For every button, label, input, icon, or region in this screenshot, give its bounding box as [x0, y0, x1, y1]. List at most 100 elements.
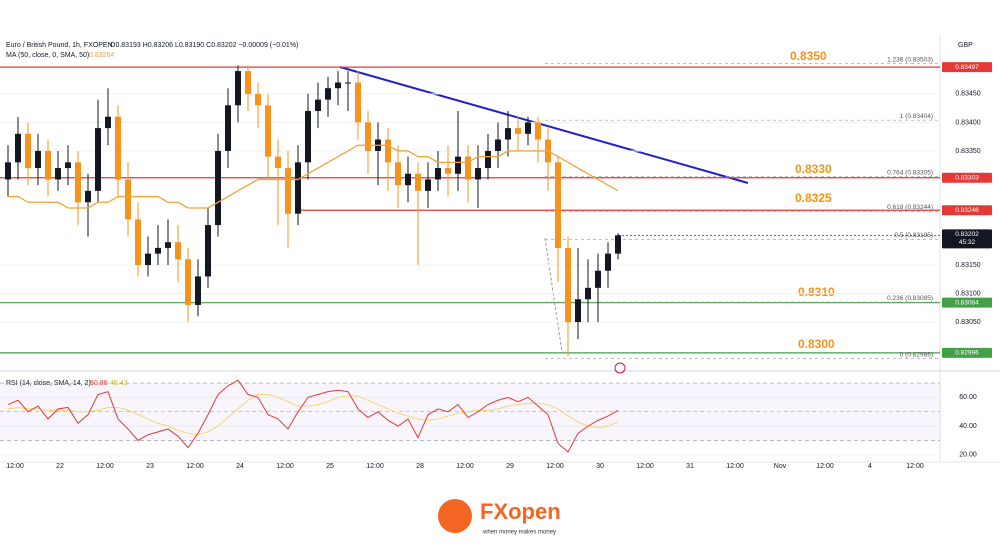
x-tick-label: Nov: [774, 463, 787, 470]
price-tag-label: 0.83303: [955, 174, 979, 181]
fib-anchor-line: [544, 237, 563, 353]
ma-label: MA (50, close, 0, SMA, 50): [6, 52, 89, 59]
price-tag-label: 0.83246: [955, 207, 979, 214]
logo: FXopen when money makes money: [438, 499, 561, 536]
x-tick-label: 31: [686, 463, 694, 470]
candle-body: [205, 225, 211, 277]
candle-body: [445, 168, 451, 174]
candle-body: [575, 299, 581, 323]
ma-value: 0.83264: [89, 52, 114, 59]
level-annotation: 0.8300: [798, 337, 835, 351]
y-tick-label: 0.83150: [955, 262, 980, 269]
x-tick-label: 22: [56, 463, 64, 470]
brand-name: FXopen: [480, 499, 561, 524]
candle-body: [505, 128, 511, 140]
candle-body: [85, 190, 91, 203]
candle-body: [135, 219, 141, 266]
candle-body: [525, 122, 531, 134]
price-tag: [942, 205, 992, 216]
candle-body: [235, 71, 241, 106]
y-tick-label: 0.83450: [955, 91, 980, 98]
last-price-label: 0.83202: [955, 231, 979, 238]
x-tick-label: 12:00: [636, 463, 654, 470]
candle-body: [385, 139, 391, 163]
price-tag-label: 0.83497: [955, 64, 979, 71]
candle-body: [305, 111, 311, 163]
x-tick-label: 12:00: [546, 463, 564, 470]
candle-body: [25, 133, 31, 169]
candle-body: [95, 128, 101, 191]
logo-emblem: [438, 499, 472, 533]
ohlc-values: O0.83193 H0.83206 L0.83190 C0.83202 −0.0…: [110, 42, 298, 49]
candle-body: [65, 162, 71, 169]
x-tick-label: 24: [236, 463, 244, 470]
candle-body: [285, 168, 291, 214]
candle-body: [615, 235, 621, 254]
x-tick-label: 23: [146, 463, 154, 470]
brand-tagline: when money makes money: [482, 530, 556, 536]
fib-label: 0.5 (0.83195): [894, 232, 933, 239]
candle-body: [145, 253, 151, 266]
candle-body: [75, 162, 81, 203]
candle-body: [585, 287, 591, 300]
candle-body: [425, 179, 431, 191]
candle-body: [295, 162, 301, 214]
candle-body: [345, 82, 351, 84]
candle-body: [565, 247, 571, 323]
candle-body: [515, 128, 521, 134]
candle-body: [225, 105, 231, 151]
fib-label: 0 (0.82986): [900, 351, 933, 358]
fib-label: 1 (0.83404): [900, 113, 933, 120]
x-tick-label: 30: [596, 463, 604, 470]
candle-body: [215, 150, 221, 226]
x-tick-label: 28: [416, 463, 424, 470]
symbol-title: Euro / British Pound, 1h, FXOPEN: [6, 42, 113, 49]
candle-body: [125, 179, 131, 220]
x-tick-label: 4: [868, 463, 872, 470]
candle-body: [405, 173, 411, 186]
price-tag: [942, 62, 992, 73]
level-annotation: 0.8325: [795, 191, 832, 205]
candle-body: [15, 133, 21, 163]
candle-body: [315, 99, 321, 112]
x-tick-label: 12:00: [186, 463, 204, 470]
candle-body: [55, 168, 61, 180]
x-tick-label: 12:00: [96, 463, 114, 470]
candle-body: [455, 156, 461, 174]
x-tick-label: 25: [326, 463, 334, 470]
candle-body: [185, 259, 191, 305]
candle-body: [605, 253, 611, 271]
candle-body: [35, 150, 41, 169]
candle-body: [255, 93, 261, 106]
ma-line: [8, 144, 619, 209]
candle-body: [475, 168, 481, 180]
candle-body: [395, 162, 401, 186]
event-icon[interactable]: [614, 362, 626, 374]
trend-line: [339, 66, 749, 184]
level-annotation: 0.8310: [798, 285, 835, 299]
price-tag: [942, 172, 992, 183]
rsi-label: RSI (14, close, SMA, 14, 2): [6, 380, 91, 387]
x-tick-label: 12:00: [366, 463, 384, 470]
rsi-ma-line: [7, 394, 619, 436]
currency-label: GBP: [958, 42, 973, 49]
candle-body: [245, 71, 251, 94]
candle-body: [5, 162, 11, 180]
rsi-ma-value: 45.43: [110, 380, 128, 387]
candle-body: [435, 168, 441, 180]
candle-body: [555, 162, 561, 248]
candle-body: [265, 105, 271, 157]
candle-body: [465, 156, 471, 180]
candle-body: [325, 88, 331, 100]
candle-body: [275, 156, 281, 169]
candle-body: [485, 150, 491, 169]
y-tick-label: 0.83100: [955, 290, 980, 297]
candle-body: [105, 116, 111, 129]
fib-label: 0.236 (0.83085): [887, 295, 933, 302]
candle-body: [335, 82, 341, 89]
price-tag-label: 0.82996: [955, 350, 979, 357]
candle-body: [415, 173, 421, 191]
price-tag: [942, 297, 992, 308]
candle-body: [495, 139, 501, 151]
